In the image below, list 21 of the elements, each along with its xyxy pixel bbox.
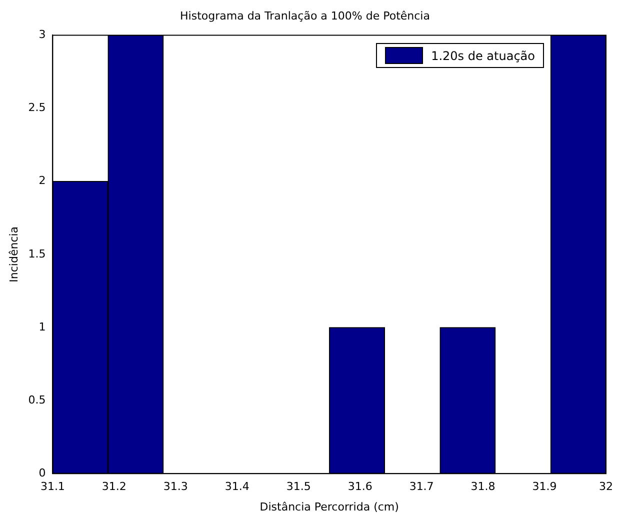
legend-label: 1.20s de atuação xyxy=(431,48,535,63)
x-tick-label: 31.2 xyxy=(102,480,126,494)
y-tick-label: 1.5 xyxy=(28,247,46,260)
y-tick-label: 0.5 xyxy=(28,393,46,406)
x-tick-label: 31.1 xyxy=(40,480,65,494)
y-tick-label: 2 xyxy=(38,174,46,188)
y-tick-label: 0 xyxy=(38,466,46,480)
x-tick-label: 31.7 xyxy=(409,480,434,494)
y-tick-label: 2.5 xyxy=(28,101,46,114)
y-tick-label: 1 xyxy=(38,320,46,334)
y-tick-label: 3 xyxy=(38,28,46,42)
x-tick-label: 31.3 xyxy=(163,480,188,494)
y-axis-title: Incidência xyxy=(7,226,20,282)
x-tick-label: 31.5 xyxy=(286,480,311,494)
x-tick-label: 31.4 xyxy=(224,480,250,494)
chart-title: Histograma da Tranlação a 100% de Potência xyxy=(180,9,430,22)
x-axis-title: Distância Percorrida (cm) xyxy=(260,500,399,514)
x-tick-label: 32 xyxy=(599,480,613,494)
x-tick-label: 31.6 xyxy=(348,480,372,494)
x-tick-label: 31.8 xyxy=(470,480,496,494)
x-tick-label: 31.9 xyxy=(532,480,557,494)
